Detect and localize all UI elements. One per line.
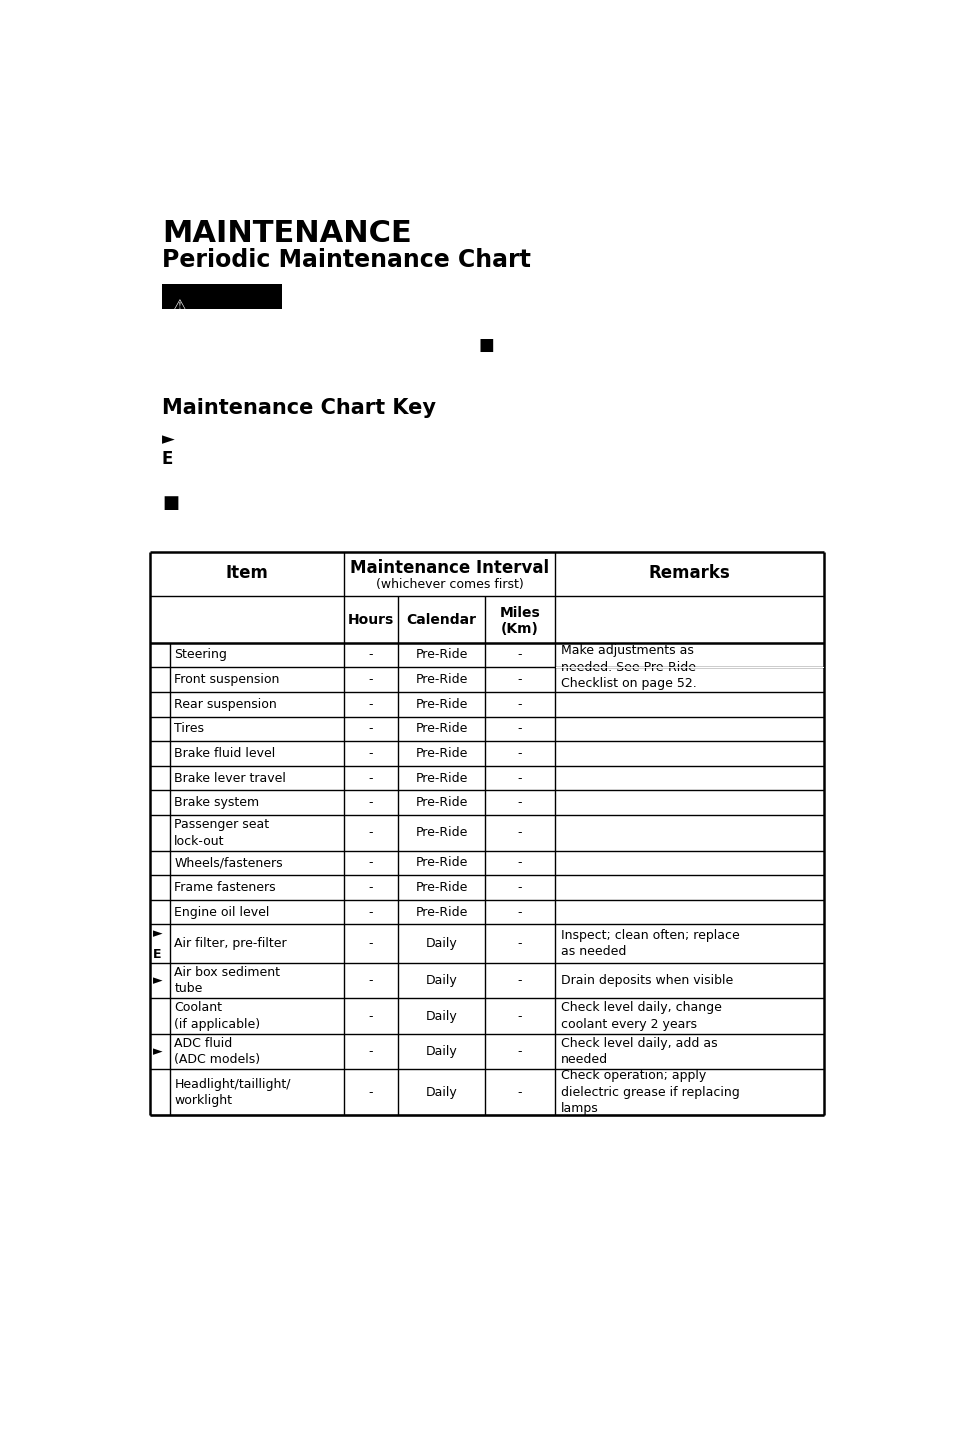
Text: Calendar: Calendar xyxy=(406,612,476,627)
Text: Check level daily, add as
needed: Check level daily, add as needed xyxy=(560,1037,717,1066)
Text: -: - xyxy=(517,648,521,662)
Text: -: - xyxy=(517,906,521,919)
Text: -: - xyxy=(517,938,521,951)
Text: Daily: Daily xyxy=(425,1086,457,1099)
Text: -: - xyxy=(517,826,521,839)
Text: (Km): (Km) xyxy=(500,622,538,635)
Text: ►: ► xyxy=(162,430,174,448)
Text: ►: ► xyxy=(152,974,162,987)
Text: ADC fluid
(ADC models): ADC fluid (ADC models) xyxy=(174,1037,260,1066)
Text: -: - xyxy=(517,673,521,686)
Text: -: - xyxy=(369,906,373,919)
Text: -: - xyxy=(517,723,521,736)
Text: -: - xyxy=(369,747,373,760)
Text: Hours: Hours xyxy=(348,612,394,627)
Text: -: - xyxy=(517,1086,521,1099)
Text: -: - xyxy=(369,723,373,736)
Text: MAINTENANCE: MAINTENANCE xyxy=(162,220,411,249)
Text: Daily: Daily xyxy=(425,1045,457,1059)
Text: -: - xyxy=(369,881,373,894)
Text: -: - xyxy=(517,747,521,760)
Text: -: - xyxy=(369,938,373,951)
Text: Pre-Ride: Pre-Ride xyxy=(415,826,467,839)
Text: Remarks: Remarks xyxy=(648,564,730,582)
Text: -: - xyxy=(369,1086,373,1099)
Text: Maintenance Interval: Maintenance Interval xyxy=(350,558,548,577)
Text: Daily: Daily xyxy=(425,938,457,951)
Text: Maintenance Chart Key: Maintenance Chart Key xyxy=(162,398,436,417)
Text: Steering: Steering xyxy=(174,648,227,662)
Text: -: - xyxy=(369,772,373,785)
Text: Daily: Daily xyxy=(425,974,457,987)
Text: ►
E: ► E xyxy=(152,926,162,961)
Text: Tires: Tires xyxy=(174,723,204,736)
Text: Headlight/taillight/
worklight: Headlight/taillight/ worklight xyxy=(174,1077,291,1106)
Text: Daily: Daily xyxy=(425,1009,457,1022)
Text: -: - xyxy=(517,698,521,711)
Text: ■: ■ xyxy=(477,336,494,355)
Text: Wheels/fasteners: Wheels/fasteners xyxy=(174,856,283,869)
Text: -: - xyxy=(369,856,373,869)
Text: Periodic Maintenance Chart: Periodic Maintenance Chart xyxy=(162,247,530,272)
Text: Check level daily, change
coolant every 2 years: Check level daily, change coolant every … xyxy=(560,1002,721,1031)
Text: -: - xyxy=(517,797,521,810)
Text: Front suspension: Front suspension xyxy=(174,673,279,686)
Text: -: - xyxy=(369,1009,373,1022)
Text: Air filter, pre-filter: Air filter, pre-filter xyxy=(174,938,287,951)
Text: Item: Item xyxy=(226,564,269,582)
Text: Frame fasteners: Frame fasteners xyxy=(174,881,275,894)
Text: Pre-Ride: Pre-Ride xyxy=(415,797,467,810)
Text: -: - xyxy=(517,856,521,869)
Text: -: - xyxy=(369,797,373,810)
Text: ■: ■ xyxy=(162,494,178,512)
Text: -: - xyxy=(369,673,373,686)
Text: (whichever comes first): (whichever comes first) xyxy=(375,577,523,590)
Text: Coolant
(if applicable): Coolant (if applicable) xyxy=(174,1002,260,1031)
Text: ⚠: ⚠ xyxy=(172,298,186,313)
Text: Pre-Ride: Pre-Ride xyxy=(415,906,467,919)
Text: -: - xyxy=(517,772,521,785)
Text: Pre-Ride: Pre-Ride xyxy=(415,772,467,785)
Text: Pre-Ride: Pre-Ride xyxy=(415,881,467,894)
Text: Brake system: Brake system xyxy=(174,797,259,810)
Text: -: - xyxy=(369,974,373,987)
Text: -: - xyxy=(517,1045,521,1059)
Text: Rear suspension: Rear suspension xyxy=(174,698,276,711)
Text: E: E xyxy=(162,451,173,468)
Text: Pre-Ride: Pre-Ride xyxy=(415,698,467,711)
Text: Pre-Ride: Pre-Ride xyxy=(415,747,467,760)
Text: Pre-Ride: Pre-Ride xyxy=(415,856,467,869)
Text: Engine oil level: Engine oil level xyxy=(174,906,270,919)
Text: Brake lever travel: Brake lever travel xyxy=(174,772,286,785)
Text: -: - xyxy=(369,826,373,839)
Text: Pre-Ride: Pre-Ride xyxy=(415,673,467,686)
Text: Drain deposits when visible: Drain deposits when visible xyxy=(560,974,733,987)
Text: Pre-Ride: Pre-Ride xyxy=(415,648,467,662)
Text: ►: ► xyxy=(152,1045,162,1059)
Text: -: - xyxy=(517,1009,521,1022)
Bar xyxy=(162,284,282,310)
Text: Passenger seat
lock-out: Passenger seat lock-out xyxy=(174,819,269,848)
Text: Air box sediment
tube: Air box sediment tube xyxy=(174,965,280,996)
Text: Make adjustments as
needed. See Pre-Ride
Checklist on page 52.: Make adjustments as needed. See Pre-Ride… xyxy=(560,644,696,691)
Text: -: - xyxy=(369,648,373,662)
Text: -: - xyxy=(517,974,521,987)
Text: Miles: Miles xyxy=(499,606,539,621)
Text: -: - xyxy=(369,1045,373,1059)
Text: -: - xyxy=(369,698,373,711)
Text: Inspect; clean often; replace
as needed: Inspect; clean often; replace as needed xyxy=(560,929,739,958)
Text: Brake fluid level: Brake fluid level xyxy=(174,747,275,760)
Text: -: - xyxy=(517,881,521,894)
Text: Pre-Ride: Pre-Ride xyxy=(415,723,467,736)
Text: Check operation; apply
dielectric grease if replacing
lamps: Check operation; apply dielectric grease… xyxy=(560,1069,739,1115)
